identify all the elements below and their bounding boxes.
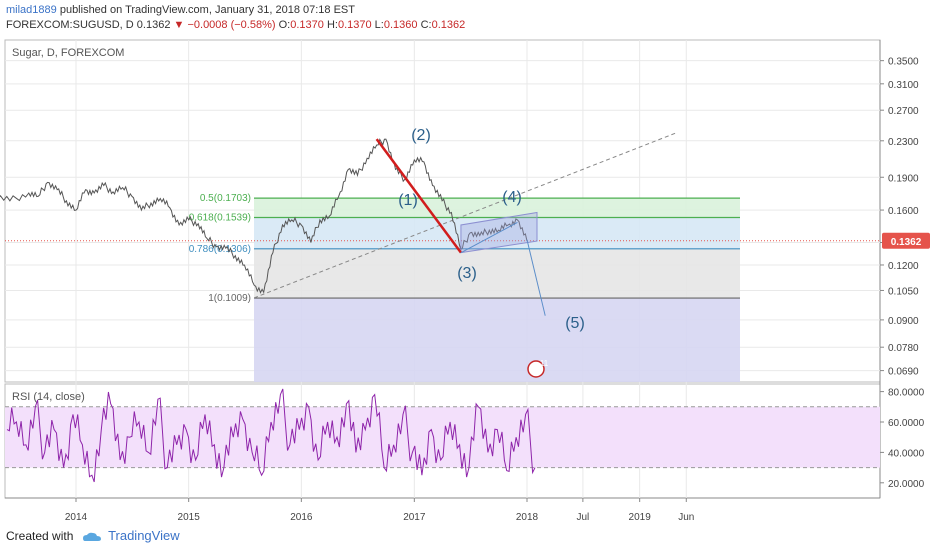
price-change: −0.0008 (−0.58%) [187,19,276,31]
wave-label: (1) [398,192,418,209]
open-value: 0.1370 [290,19,324,31]
rsi-band-fill [5,406,880,468]
chart-canvas[interactable]: 0.3500 0.3100 0.2700 0.2300 0.1900 0.1600 0.13… [0,0,932,520]
wave-label: (3) [457,265,477,282]
high-value: 0.1370 [337,19,372,31]
low-label: L: [374,19,384,31]
main-pane-title: Sugar, D, FOREXCOM [12,47,124,59]
wave-3-decline-line [375,138,462,254]
low-value: 0.1360 [383,19,418,31]
fib-level-label: 0.618(0.1539) [189,212,251,223]
last-price-tag [882,232,930,249]
dashed-trendline [253,132,677,299]
price-tick-label: 0.1050 [888,286,919,297]
price-series-line [0,138,528,294]
price-tick-label: 0.1600 [888,206,919,217]
wave-label: (4) [502,189,522,206]
open-label: O: [278,19,291,31]
rsi-tick-label: 80.0000 [888,388,925,399]
price-tick-label: 0.1200 [888,261,919,272]
fib-level-label: 0.5(0.1703) [200,193,251,204]
wave-label: (5) [565,315,585,332]
footer: Created with TradingView [6,528,180,543]
created-with-text: Created with [6,529,74,543]
price-tick-label: 0.2300 [888,137,919,148]
chart-header: milad1889 published on TradingView.com, … [6,3,465,33]
time-tick-label: 2018 [516,512,539,520]
rsi-series-line [6,388,536,483]
time-tick-label: 2014 [65,512,88,520]
price-tick-label: 0.1900 [888,173,919,184]
event-badge-count: 11 [540,359,549,368]
price-tick-label: 0.0690 [888,367,919,378]
close-value: 0.1362 [431,19,466,31]
price-tick-label: 0.2700 [888,106,919,117]
tradingview-cloud-icon [82,532,101,541]
rsi-pane-title: RSI (14, close) [12,391,85,403]
wave-label: (2) [411,127,431,144]
close-label: C: [420,19,432,31]
time-tick-label: Jul [576,512,589,520]
fib-level-label: 1(0.1009) [208,293,251,304]
fib-zone-0.786-1 [254,248,740,299]
author-link[interactable]: milad1889 [6,4,57,16]
price-tick-label: 0.3500 [888,57,919,68]
symbol-label: FOREXCOM:SUGUSD, D [6,19,134,31]
published-text: published on TradingView.com, January 31… [59,4,355,16]
last-price: 0.1362 [136,19,171,31]
rsi-tick-label: 60.0000 [888,418,925,429]
down-triangle-icon: ▼ [173,19,185,31]
publish-line: milad1889 published on TradingView.com, … [6,3,465,18]
time-tick-label: 2016 [290,512,313,520]
rsi-tick-label: 40.0000 [888,448,925,459]
event-badge-icon [527,360,545,378]
rsi-tick-label: 20.0000 [888,479,925,490]
time-tick-label: 2017 [403,512,426,520]
time-tick-label: Jun [678,512,694,520]
high-label: H: [326,19,338,31]
quote-line: FOREXCOM:SUGUSD, D 0.1362 ▼ −0.0008 (−0.… [6,18,465,33]
time-tick-label: 2015 [178,512,201,520]
price-tick-label: 0.0780 [888,343,919,354]
price-tick-label: 0.3100 [888,80,919,91]
time-tick-label: 2019 [629,512,652,520]
price-tick-label: 0.0900 [888,316,919,327]
wave-5-projection-line [526,239,546,316]
last-price-tag-label: 0.1362 [891,237,922,248]
fib-zone-0.5-0.618 [254,198,740,218]
wave-4-line [460,221,518,254]
fib-zone-extension [254,298,740,382]
tradingview-brand[interactable]: TradingView [108,528,180,543]
